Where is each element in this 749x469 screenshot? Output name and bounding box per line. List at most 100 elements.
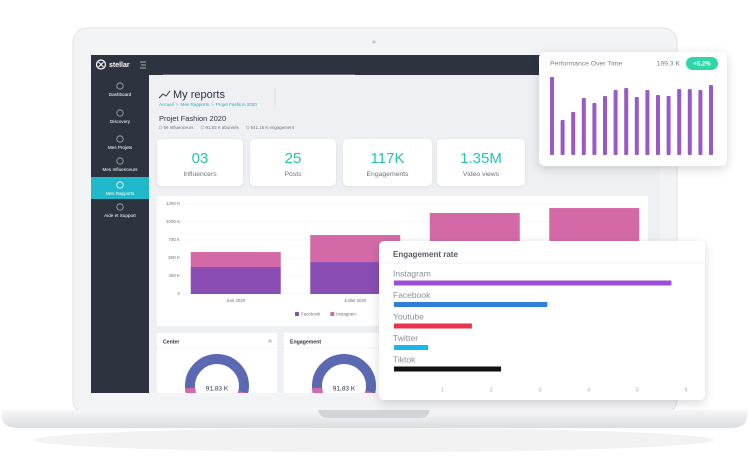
donut-ring bbox=[185, 354, 249, 393]
performance-bar bbox=[592, 103, 597, 155]
donut-center: 91,83 K bbox=[333, 386, 356, 393]
breadcrumb-separator: > bbox=[176, 102, 179, 107]
kpi-label: Posts bbox=[285, 171, 303, 178]
card-menu[interactable] bbox=[268, 339, 272, 343]
performance-total: 199.3 K bbox=[657, 60, 681, 67]
breadcrumb-item[interactable]: Mes Rapports bbox=[181, 102, 210, 107]
donut-accent bbox=[185, 387, 196, 393]
y-tick-label: 500 K bbox=[169, 255, 181, 260]
topbar bbox=[91, 55, 660, 75]
y-tick-label: 750 K bbox=[169, 237, 181, 242]
nav-icon bbox=[116, 203, 124, 211]
performance-bar bbox=[666, 96, 671, 155]
engagement-title: Engagement rate bbox=[393, 250, 458, 259]
engagement-card: Engagement rate Instagram Facebook Youtube T… bbox=[379, 241, 705, 400]
project-meta: 56 Influenceurs bbox=[164, 125, 195, 130]
performance-bar bbox=[603, 96, 607, 155]
engagement-bar bbox=[394, 345, 429, 350]
performance-bar bbox=[709, 85, 713, 155]
nav-item[interactable]: Mes Rapports bbox=[106, 191, 135, 196]
x-tick-label: Juin 2020 bbox=[226, 298, 246, 303]
x-tick-label: 4 bbox=[587, 387, 590, 393]
project-name: Projet Fashion 2020 bbox=[159, 114, 226, 123]
kpi-bg bbox=[343, 139, 432, 186]
project-meta: 91,83 K abonnés bbox=[206, 125, 240, 130]
performance-bar bbox=[613, 90, 618, 155]
engagement-label: Instagram bbox=[393, 268, 431, 278]
performance-title: Performance Over Time bbox=[550, 60, 622, 67]
performance-bar bbox=[687, 89, 692, 155]
kpi-bg bbox=[157, 139, 243, 186]
engagement-bg bbox=[379, 241, 705, 400]
meta-icon bbox=[200, 125, 205, 130]
performance-bar bbox=[677, 89, 682, 155]
meta-icon bbox=[158, 125, 163, 130]
x-tick-label: 6 bbox=[684, 387, 687, 393]
kpi-value: 117K bbox=[371, 150, 405, 167]
camera bbox=[372, 40, 376, 44]
nav-icon bbox=[116, 181, 124, 189]
engagement-label: Facebook bbox=[393, 290, 431, 300]
project-meta: 541.15 K engagement bbox=[251, 125, 295, 130]
performance-bar bbox=[645, 90, 650, 155]
engagement-bar bbox=[394, 280, 672, 286]
nav-item[interactable]: Aide et Support bbox=[104, 213, 136, 218]
meta-icon bbox=[245, 125, 250, 130]
donut-ring bbox=[312, 354, 376, 393]
laptop-base bbox=[2, 410, 747, 428]
donut-title: Center bbox=[163, 339, 179, 345]
nav-item[interactable]: Discovery bbox=[110, 119, 131, 124]
performance-bar bbox=[656, 95, 660, 155]
change-badge bbox=[686, 57, 718, 70]
menu-icon[interactable] bbox=[140, 61, 146, 69]
donut-accent bbox=[364, 390, 375, 393]
kpi-card: 117K Engagements bbox=[343, 139, 432, 186]
legend-swatch bbox=[330, 312, 335, 316]
nav-icon bbox=[116, 135, 124, 143]
kpi-label: Influencers bbox=[183, 171, 217, 178]
engagement-label: Tiktok bbox=[393, 354, 416, 364]
donut-title: Engagement bbox=[290, 339, 321, 345]
kpi-card: 03 Influencers bbox=[157, 139, 243, 186]
legend-swatch bbox=[295, 312, 299, 316]
donut-accent bbox=[237, 390, 248, 393]
nav-icon bbox=[116, 157, 124, 165]
kpi-card: 1.35M Video views bbox=[437, 139, 525, 186]
sidebar bbox=[91, 75, 149, 393]
performance-card: Performance Over Time 199.3 K +5,2% bbox=[539, 52, 727, 166]
breadcrumb-item[interactable]: Projet Fashion 2020 bbox=[216, 102, 258, 107]
nav-icon bbox=[116, 109, 124, 117]
kpi-value: 25 bbox=[285, 150, 302, 167]
performance-bar bbox=[581, 98, 586, 155]
nav-item[interactable]: Dashboard bbox=[109, 92, 132, 97]
donut-center: 91,83 K bbox=[206, 386, 229, 393]
nav-icon bbox=[116, 82, 124, 90]
kpi-bg bbox=[437, 139, 525, 186]
performance-bar bbox=[634, 97, 639, 155]
engagement-label: Twitter bbox=[393, 333, 418, 343]
y-tick-label: 250 K bbox=[169, 273, 181, 278]
engagement-bar bbox=[394, 366, 502, 372]
y-tick-label: 0 bbox=[178, 291, 181, 296]
kpi-label: Engagements bbox=[367, 171, 410, 178]
change-value: +5,2% bbox=[693, 61, 711, 67]
logo bbox=[95, 59, 107, 70]
breadcrumb-item[interactable]: Accueil bbox=[159, 102, 174, 107]
legend-label: Instagram bbox=[336, 311, 356, 316]
engagement-bar bbox=[394, 302, 548, 307]
performance-bar bbox=[624, 88, 629, 155]
brand: stellar bbox=[109, 62, 130, 69]
bar-segment bbox=[190, 252, 281, 267]
legend-label: Facebook bbox=[301, 311, 321, 316]
nav-item[interactable]: Mes Projets bbox=[108, 145, 133, 150]
laptop-notch bbox=[318, 410, 430, 418]
engagement-label: Youtube bbox=[393, 311, 424, 321]
donut-accent bbox=[312, 387, 323, 393]
kpi-value: 03 bbox=[192, 150, 209, 167]
kpi-card: 25 Posts bbox=[250, 139, 336, 186]
nav-item[interactable]: Mes Influenceurs bbox=[103, 167, 139, 172]
logo-mark bbox=[98, 61, 104, 68]
kpi-value: 1.35M bbox=[460, 150, 502, 167]
y-tick-label: 1000 K bbox=[166, 219, 180, 224]
